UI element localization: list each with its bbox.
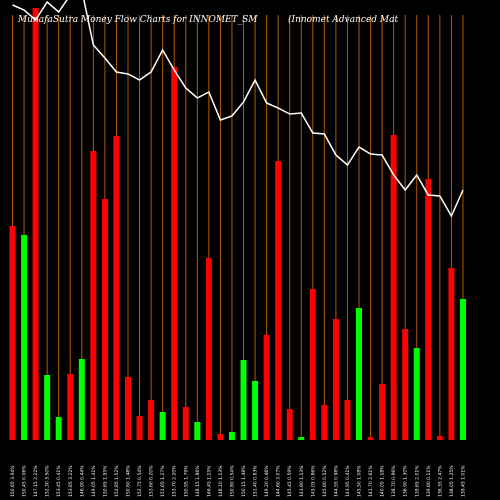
x-tick-label: 153.45 0.41%: [56, 465, 62, 497]
bar: [332, 319, 339, 440]
x-tick-label: 136.35 2.47%: [437, 465, 443, 497]
x-tick-label: 138.70 0.96%: [391, 465, 397, 497]
x-tick-label: 152.85 1.52%: [114, 465, 120, 497]
x-tick-label: 150.80 0.54%: [229, 465, 235, 497]
bar: [275, 161, 282, 440]
x-tick-label: 138.05 1.25%: [449, 465, 455, 497]
bar: [379, 384, 386, 440]
x-tick-label: 144.55 0.98%: [333, 465, 339, 497]
x-tick-label: 145.80 0.52%: [322, 465, 328, 497]
x-tick-label: 146.90 0.44%: [79, 465, 85, 497]
x-tick-label: 152.75 0.54%: [137, 465, 143, 497]
x-tick-label: 150.15 1.48%: [241, 465, 247, 497]
bar: [148, 400, 155, 440]
bar: [113, 136, 120, 440]
bars: [9, 8, 466, 440]
x-tick-label: 140.05 1.18%: [380, 465, 386, 497]
bar: [90, 151, 97, 440]
x-tick-label: 150.95 1.79%: [183, 465, 189, 497]
bar: [252, 381, 259, 440]
chart-title: MunafaSutra Money Flow Charts for INNOME…: [17, 15, 258, 25]
bar: [240, 360, 247, 440]
x-tick-label: 141.70 2.61%: [368, 465, 374, 497]
bar: [159, 412, 166, 440]
x-tick-label: 144.60 3.07%: [276, 465, 282, 497]
x-tick-label: 149.20 0.46%: [264, 465, 270, 497]
bar: [413, 348, 420, 440]
bar: [101, 199, 108, 440]
x-tick-label: 152.30 3.50%: [45, 465, 51, 497]
price-line: [12, 0, 464, 218]
bar: [9, 226, 16, 440]
x-tick-label: 145.45 0.59%: [287, 465, 293, 497]
bar: [217, 434, 224, 440]
bar: [171, 67, 178, 440]
bar: [344, 400, 351, 440]
bar: [298, 437, 305, 440]
bar: [228, 432, 235, 440]
bar: [32, 8, 39, 440]
bar: [125, 377, 131, 440]
x-labels: 150.65 3.94% 150.45 0.06% 147.15 2.22% 152.…: [10, 465, 466, 497]
line-layer: [12, 0, 464, 218]
x-tick-label: 153.60 0.20%: [149, 465, 155, 497]
x-tick-label: 148.15 1.86%: [195, 465, 201, 497]
bar: [390, 135, 397, 440]
bar: [286, 409, 293, 440]
x-tick-label: 139.45 1.01%: [460, 465, 466, 497]
bar: [78, 359, 85, 440]
x-tick-label: 150.45 0.06%: [22, 465, 28, 497]
bar: [356, 308, 362, 440]
x-tick-label: 153.70 2.20%: [172, 465, 178, 497]
x-tick-label: 146.45 1.15%: [206, 465, 212, 497]
x-tick-label: 150.60 1.48%: [126, 465, 132, 497]
x-tick-label: 151.40 0.83%: [253, 465, 259, 497]
bar: [136, 416, 143, 440]
bar: [21, 235, 28, 440]
bar: [44, 375, 51, 440]
bar: [402, 329, 409, 440]
bar: [205, 258, 212, 440]
x-tick-label: 145.50 1.08%: [357, 465, 363, 497]
bar: [436, 436, 443, 440]
x-tick-label: 150.65 1.95%: [102, 465, 108, 497]
x-tick-label: 153.85 3.22%: [68, 465, 74, 497]
x-tick-label: 143.80 1.13%: [299, 465, 305, 497]
x-tick-label: 139.65 2.01%: [414, 465, 420, 497]
x-tick-label: 139.80 0.11%: [426, 465, 432, 497]
x-tick-label: 150.65 3.94%: [10, 465, 16, 497]
bar: [459, 299, 466, 440]
x-tick-label: 147.15 2.22%: [33, 465, 39, 497]
bar: [263, 335, 270, 440]
bar: [55, 417, 62, 440]
bar: [367, 437, 374, 440]
x-tick-label: 143.95 0.41%: [345, 465, 351, 497]
x-tick-label: 151.65 1.27%: [160, 465, 166, 497]
x-tick-label: 145.05 0.86%: [310, 465, 316, 497]
bar: [425, 179, 432, 440]
bar: [194, 422, 201, 440]
bar: [309, 289, 316, 440]
bar: [448, 268, 455, 440]
bar: [67, 374, 74, 440]
bar: [182, 407, 189, 440]
x-tick-label: 136.90 1.30%: [403, 465, 409, 497]
bar: [321, 405, 328, 440]
x-tick-label: 149.05 1.41%: [91, 465, 97, 497]
chart-subtitle: (Innomet Advanced Mat: [288, 14, 398, 25]
x-tick-label: 148.10 1.13%: [218, 465, 224, 497]
